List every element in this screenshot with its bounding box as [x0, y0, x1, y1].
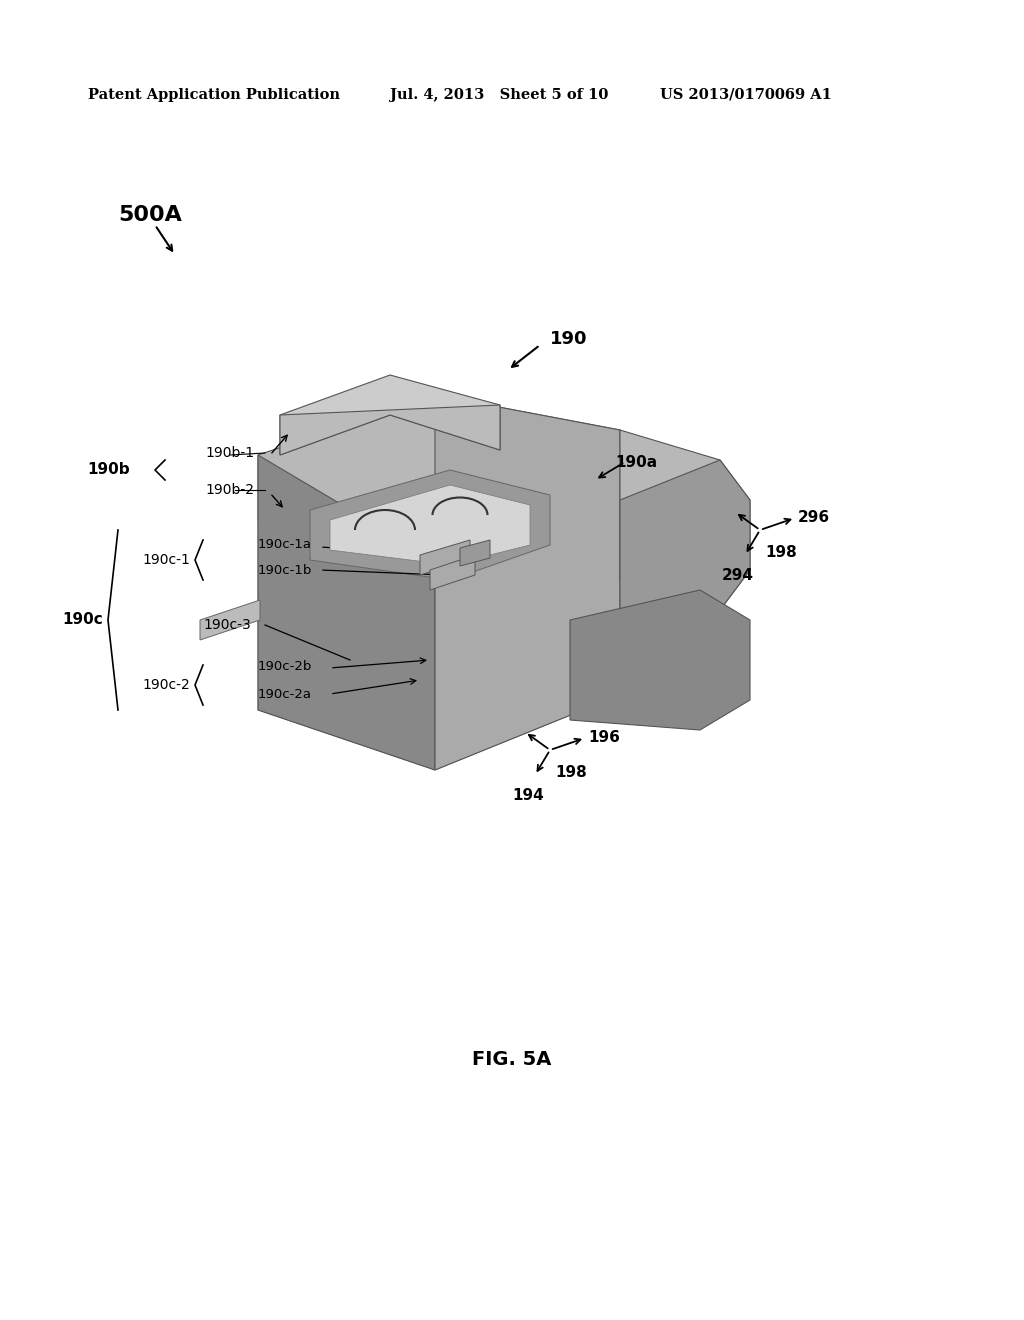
Polygon shape: [200, 601, 260, 640]
Polygon shape: [570, 590, 750, 730]
Polygon shape: [330, 484, 530, 565]
Text: 190a: 190a: [615, 455, 657, 470]
Polygon shape: [258, 455, 435, 770]
Text: 190c-2: 190c-2: [142, 678, 190, 692]
Text: 190c-1: 190c-1: [142, 553, 190, 568]
Polygon shape: [460, 540, 490, 566]
Text: 296: 296: [798, 510, 830, 524]
Polygon shape: [280, 405, 500, 455]
Polygon shape: [620, 430, 750, 610]
Text: 190: 190: [550, 330, 588, 348]
Polygon shape: [435, 395, 620, 770]
Text: 500A: 500A: [118, 205, 182, 224]
Polygon shape: [310, 470, 550, 579]
Text: Jul. 4, 2013   Sheet 5 of 10: Jul. 4, 2013 Sheet 5 of 10: [390, 88, 608, 102]
Text: 190b: 190b: [87, 462, 130, 478]
Polygon shape: [258, 395, 620, 560]
Text: 198: 198: [765, 545, 797, 560]
Text: US 2013/0170069 A1: US 2013/0170069 A1: [660, 88, 831, 102]
Text: 190c-3: 190c-3: [203, 618, 251, 632]
Text: 190b-2: 190b-2: [205, 483, 254, 498]
Polygon shape: [280, 375, 500, 455]
Text: 194: 194: [512, 788, 544, 803]
Polygon shape: [258, 520, 620, 770]
Polygon shape: [430, 554, 475, 590]
Text: 190c-2b: 190c-2b: [258, 660, 312, 673]
Text: 294: 294: [722, 568, 754, 583]
Polygon shape: [620, 459, 750, 696]
Text: 190c: 190c: [62, 612, 103, 627]
Text: FIG. 5A: FIG. 5A: [472, 1049, 552, 1069]
Text: Patent Application Publication: Patent Application Publication: [88, 88, 340, 102]
Text: 196: 196: [588, 730, 620, 744]
Text: 190b-1: 190b-1: [205, 446, 254, 459]
Text: 198: 198: [555, 766, 587, 780]
Text: 190c-2a: 190c-2a: [258, 688, 312, 701]
Text: 190c-1b: 190c-1b: [258, 564, 312, 577]
Text: 190c-1a: 190c-1a: [258, 539, 312, 552]
Polygon shape: [420, 540, 470, 576]
